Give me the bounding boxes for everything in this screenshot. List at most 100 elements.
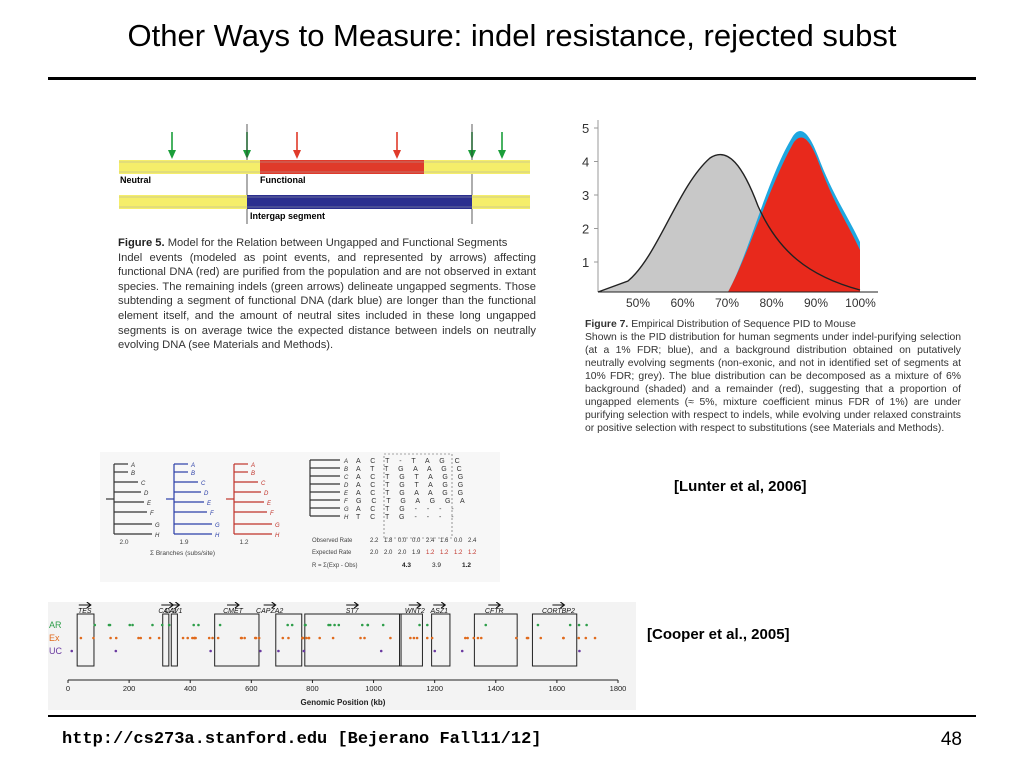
observed-value: 0.0	[398, 538, 407, 544]
gene-label: WNT2	[405, 608, 425, 615]
functional-label: Functional	[260, 175, 306, 185]
x-tick-label: 70%	[715, 296, 739, 310]
indel-arrow-icon	[293, 132, 301, 159]
svg-text:D: D	[144, 491, 149, 497]
svg-text:H: H	[215, 533, 220, 539]
expected-value: 1.2	[426, 550, 435, 556]
observed-value: 0.0	[454, 538, 463, 544]
expected-value: 2.0	[398, 550, 407, 556]
alignment-row: A C T - T A G C	[356, 458, 464, 465]
background-curve	[597, 153, 861, 293]
y-tick-label: 4	[582, 155, 589, 170]
figure7-caption-body: Shown is the PID distribution for human …	[585, 332, 961, 434]
slide-title: Other Ways to Measure: indel resistance,…	[127, 18, 897, 53]
y-tick-label: 2	[582, 222, 589, 237]
grey-distribution	[598, 154, 860, 292]
title-rule	[48, 77, 976, 80]
svg-text:A: A	[190, 463, 195, 469]
expected-value: 2.0	[370, 550, 379, 556]
svg-text:A: A	[250, 463, 255, 469]
expected-value: 1.2	[440, 550, 449, 556]
gene-box	[76, 613, 95, 667]
svg-text:G: G	[275, 523, 280, 529]
gene-label: CMET	[223, 608, 244, 615]
svg-text:F: F	[150, 511, 154, 517]
figure7-caption-title: Empirical Distribution of Sequence PID t…	[628, 319, 856, 330]
genome-x-tick: 1800	[610, 684, 627, 693]
svg-text:E: E	[267, 501, 272, 507]
expected-label: Expected Rate	[312, 550, 352, 556]
expected-value: 2.0	[384, 550, 393, 556]
alignment-row: T C T G - - - -	[356, 514, 458, 521]
genome-x-tick: 400	[184, 684, 197, 693]
gene-box	[531, 613, 578, 667]
tree-value: 1.9	[179, 539, 188, 546]
figure5-caption: Figure 5. Model for the Relation between…	[118, 236, 536, 353]
svg-text:A: A	[130, 463, 135, 469]
r-label: R = Σ(Exp - Obs)	[312, 563, 358, 569]
genome-x-label: Genomic Position (kb)	[301, 698, 386, 707]
direction-arrow-icon	[488, 602, 502, 609]
observed-value: 0.0	[412, 538, 421, 544]
gene-label: TES	[78, 608, 92, 615]
genome-x-tick: 200	[123, 684, 136, 693]
expected-value: 1.2	[454, 550, 463, 556]
alignment-row: A T T G A A G C	[356, 466, 466, 473]
svg-text:E: E	[207, 501, 212, 507]
footer-url: http://cs273a.stanford.edu [Bejerano Fal…	[62, 730, 542, 749]
genome-x-tick: 1400	[487, 684, 504, 693]
cooper-citation: [Cooper et al., 2005]	[647, 626, 790, 643]
gene-box	[275, 613, 303, 667]
direction-arrow-icon	[433, 602, 447, 609]
direction-arrow-icon	[167, 602, 181, 609]
neutral-label: Neutral	[120, 175, 151, 185]
row-label: AR	[49, 620, 62, 630]
svg-text:C: C	[344, 475, 349, 481]
intergap-label: Intergap segment	[250, 211, 325, 221]
alignment-row: G C T G A G G A	[356, 498, 469, 505]
observed-label: Observed Rate	[312, 538, 353, 544]
svg-text:D: D	[344, 483, 349, 489]
observed-value: 2.4	[468, 538, 477, 544]
r-value: 3.9	[432, 562, 441, 569]
svg-text:B: B	[251, 471, 255, 477]
indel-arrow-icon	[498, 132, 506, 159]
footer-rule	[48, 715, 976, 717]
genome-x-tick: 0	[66, 684, 70, 693]
indel-arrow-icon	[393, 132, 401, 159]
x-tick-label: 90%	[804, 296, 828, 310]
gene-box	[162, 613, 170, 667]
alignment-window	[383, 453, 453, 539]
svg-text:B: B	[191, 471, 195, 477]
gene-box	[170, 613, 178, 667]
gene-label: CORTBP2	[542, 608, 575, 615]
x-tick-label: 80%	[759, 296, 783, 310]
svg-text:G: G	[344, 507, 349, 513]
svg-text:E: E	[344, 491, 349, 497]
gene-box	[399, 613, 423, 667]
svg-text:C: C	[261, 481, 266, 487]
figure5-caption-head: Figure 5.	[118, 237, 165, 249]
svg-text:D: D	[264, 491, 269, 497]
svg-text:E: E	[147, 501, 152, 507]
red-distribution	[728, 137, 860, 292]
figure7-caption-head: Figure 7.	[585, 319, 629, 330]
gene-label: CAPZA2	[256, 608, 283, 615]
x-tick-label: 50%	[626, 296, 650, 310]
direction-arrow-icon	[346, 602, 360, 609]
row-label: Ex	[49, 633, 60, 643]
direction-arrow-icon	[263, 602, 277, 609]
svg-text:D: D	[204, 491, 209, 497]
gene-label: ASZ1	[429, 608, 448, 615]
svg-text:B: B	[131, 471, 135, 477]
observed-value: 1.8	[384, 538, 393, 544]
lunter-citation: [Lunter et al, 2006]	[674, 478, 807, 495]
figure5-caption-title: Model for the Relation between Ungapped …	[164, 237, 508, 249]
y-tick-label: 5	[582, 121, 589, 136]
gene-box	[214, 613, 260, 667]
observed-value: 2.4	[426, 538, 435, 544]
figure7-caption: Figure 7. Empirical Distribution of Sequ…	[585, 318, 961, 435]
